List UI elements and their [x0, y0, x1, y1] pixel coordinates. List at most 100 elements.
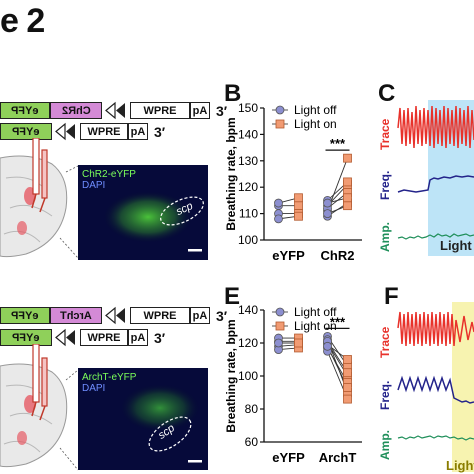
construct-end-label: 3′ [216, 307, 228, 324]
micrograph-chr2: ChR2-eYFP DAPI scp [78, 165, 208, 260]
legend-marker-light-off [275, 105, 285, 115]
y-tick-label: 100 [238, 369, 258, 383]
frequency-line [397, 175, 474, 193]
construct-box-archt: ArchT [50, 307, 102, 324]
loxp-triangles-icon [55, 328, 75, 347]
loxp-triangles-icon [105, 101, 125, 120]
data-point-light-off [274, 338, 283, 348]
data-point-light-off [323, 209, 332, 218]
trace-line [397, 311, 474, 347]
construct-end-label: 3′ [216, 102, 228, 119]
x-tick-label: ArchT [319, 450, 357, 465]
panel-letter-e: E [224, 283, 241, 310]
micrograph-label: ChR2-eYFP [82, 169, 136, 180]
construct-box-wpre: WPRE [130, 102, 190, 119]
legend-marker-light-on [275, 321, 285, 331]
trace-label: Trace [378, 326, 392, 358]
data-point-light-on [343, 153, 352, 163]
construct-box-pa: pA [128, 123, 148, 140]
panel-letter-f: F [384, 283, 399, 310]
x-tick-label: eYFP [272, 450, 305, 465]
construct-box-wpre: WPRE [130, 307, 190, 324]
x-tick-label: eYFP [272, 248, 305, 263]
legend-marker-light-on [275, 119, 285, 129]
construct-row-eyfp-control: eYFP WPRE pA 3′ [0, 122, 165, 141]
y-tick-label: 100 [238, 233, 258, 247]
legend-label: Light on [294, 117, 337, 131]
micrograph-label: DAPI [82, 383, 106, 394]
y-tick-label: 140 [238, 303, 258, 317]
construct-end-label: 3′ [154, 123, 166, 140]
data-point-light-on [294, 211, 303, 221]
construct-box-chr2: ChR2 [50, 102, 102, 119]
frequency-line [397, 375, 474, 404]
figure-title: e 2 [0, 2, 45, 40]
legend-label: Light off [294, 305, 337, 319]
frequency-label: Freq. [378, 380, 392, 410]
y-tick-label: 120 [238, 180, 258, 194]
trace-panel-archt [397, 302, 474, 472]
legend-marker-light-off [275, 307, 285, 317]
construct-row-archt: eYFP ArchT WPRE pA 3′ [0, 306, 227, 325]
y-tick-label: 80 [245, 402, 259, 416]
light-stimulation-shading [452, 302, 474, 472]
brain-injection-schematic [0, 138, 78, 259]
light-label: Light [440, 238, 472, 253]
data-point-light-on [343, 193, 352, 203]
y-tick-label: 60 [245, 435, 259, 449]
micrograph-image [78, 368, 208, 470]
micrograph-image [78, 165, 208, 260]
micrograph-label: DAPI [82, 180, 106, 191]
frequency-label: Freq. [378, 170, 392, 200]
data-point-light-on [294, 201, 303, 211]
trace-label: Trace [378, 118, 392, 150]
light-label: Light [446, 458, 474, 473]
construct-box-wpre: WPRE [80, 329, 128, 346]
construct-box-eyfp: eYFP [0, 102, 50, 119]
micrograph-label: ArchT-eYFP [82, 372, 137, 383]
construct-box-eyfp: eYFP [0, 307, 50, 324]
micrograph-archt: ArchT-eYFP DAPI scp [78, 368, 208, 470]
data-point-light-on [343, 177, 352, 187]
construct-box-eyfp: eYFP [0, 123, 52, 140]
construct-end-label: 3′ [154, 329, 166, 346]
amplitude-label: Amp. [378, 222, 392, 252]
data-point-light-on [343, 394, 352, 404]
data-point-light-off [274, 198, 283, 208]
construct-box-pa: pA [190, 102, 210, 119]
loxp-triangles-icon [55, 122, 75, 141]
data-point-light-on [343, 201, 352, 211]
amplitude-label: Amp. [378, 430, 392, 460]
y-tick-label: 120 [238, 336, 258, 350]
brain-injection-schematic [0, 344, 78, 471]
y-tick-label: 140 [238, 127, 258, 141]
data-point-light-on [294, 338, 303, 348]
construct-box-eyfp: eYFP [0, 329, 52, 346]
construct-box-wpre: WPRE [80, 123, 128, 140]
data-point-light-off [274, 214, 283, 224]
y-tick-label: 130 [238, 154, 258, 168]
trace-line [397, 105, 474, 149]
significance-label: *** [330, 136, 346, 151]
data-point-light-off [323, 198, 332, 208]
y-axis-label: Breathing rate, bpm [224, 117, 238, 230]
significance-label: *** [330, 314, 346, 329]
construct-box-pa: pA [190, 307, 210, 324]
y-axis-label: Breathing rate, bpm [224, 319, 238, 432]
construct-row-eyfp-control: eYFP WPRE pA 3′ [0, 328, 165, 347]
x-tick-label: ChR2 [321, 248, 355, 263]
panel-letter-b: B [224, 80, 242, 107]
construct-row-chr2: eYFP ChR2 WPRE pA 3′ [0, 101, 227, 120]
y-tick-label: 150 [238, 101, 258, 115]
trace-panel-chr2 [397, 100, 474, 256]
data-point-light-on [343, 383, 352, 392]
amplitude-line [397, 233, 474, 240]
data-point-light-on [294, 193, 303, 203]
panel-letter-c: C [378, 80, 396, 107]
legend-label: Light on [294, 319, 337, 333]
legend-label: Light off [294, 103, 337, 117]
data-point-light-on [343, 355, 352, 364]
construct-box-pa: pA [128, 329, 148, 346]
data-point-light-off [323, 341, 332, 351]
